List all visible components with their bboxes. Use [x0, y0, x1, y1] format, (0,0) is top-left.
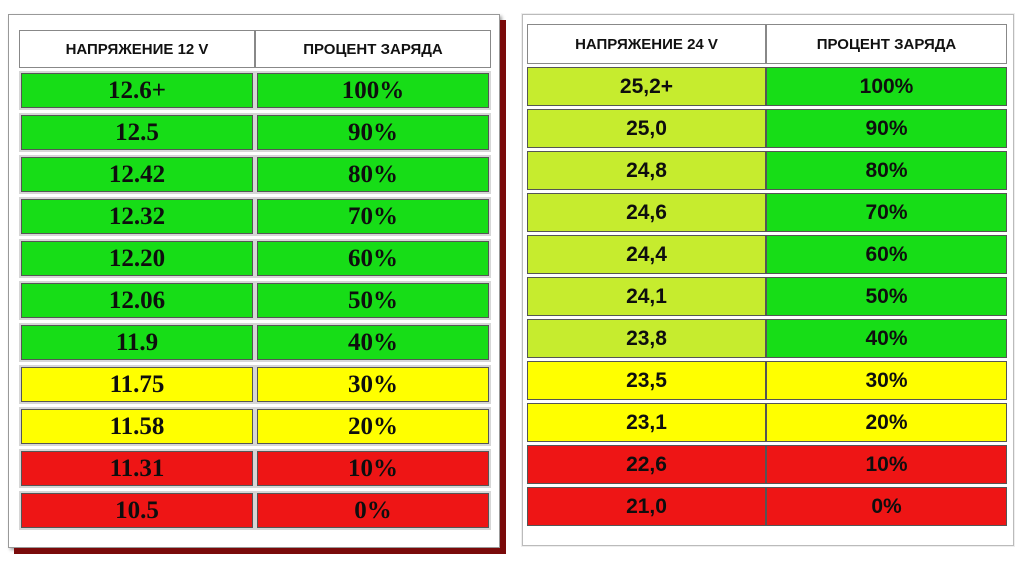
voltage-cell: 12.06 [19, 281, 255, 320]
voltage-cell: 11.75 [19, 365, 255, 404]
voltage-cell: 24,6 [527, 193, 766, 232]
table-row: 11.9 40% [19, 323, 491, 362]
percent-cell: 60% [766, 235, 1007, 274]
table-row: 22,6 10% [527, 445, 1007, 484]
table-12v: НАПРЯЖЕНИЕ 12 V ПРОЦЕНТ ЗАРЯДА 12.6+ 100%… [19, 27, 491, 533]
table-row: 24,8 80% [527, 151, 1007, 190]
table-row: 12.5 90% [19, 113, 491, 152]
table-row: 11.58 20% [19, 407, 491, 446]
percent-cell: 90% [766, 109, 1007, 148]
table-24v-body: 25,2+ 100% 25,0 90% 24,8 80% 24,6 70% 24,4 60% 24,… [527, 67, 1007, 526]
percent-cell: 20% [766, 403, 1007, 442]
column-header-voltage: НАПРЯЖЕНИЕ 12 V [19, 30, 255, 68]
table-12v-panel: НАПРЯЖЕНИЕ 12 V ПРОЦЕНТ ЗАРЯДА 12.6+ 100%… [8, 14, 500, 548]
percent-cell: 100% [255, 71, 491, 110]
percent-cell: 40% [255, 323, 491, 362]
voltage-cell: 24,8 [527, 151, 766, 190]
percent-cell: 20% [255, 407, 491, 446]
table-row: 24,4 60% [527, 235, 1007, 274]
percent-cell: 10% [766, 445, 1007, 484]
table-row: 10.5 0% [19, 491, 491, 530]
table-row: 23,5 30% [527, 361, 1007, 400]
percent-cell: 60% [255, 239, 491, 278]
voltage-cell: 12.20 [19, 239, 255, 278]
voltage-cell: 23,5 [527, 361, 766, 400]
percent-cell: 50% [255, 281, 491, 320]
voltage-cell: 12.42 [19, 155, 255, 194]
table-row: 25,2+ 100% [527, 67, 1007, 106]
table-row: 12.42 80% [19, 155, 491, 194]
voltage-cell: 25,0 [527, 109, 766, 148]
voltage-cell: 12.6+ [19, 71, 255, 110]
voltage-cell: 25,2+ [527, 67, 766, 106]
table-row: 12.20 60% [19, 239, 491, 278]
table-24v-panel: НАПРЯЖЕНИЕ 24 V ПРОЦЕНТ ЗАРЯДА 25,2+ 100%… [522, 14, 1014, 546]
table-row: 11.31 10% [19, 449, 491, 488]
percent-cell: 30% [766, 361, 1007, 400]
table-24v: НАПРЯЖЕНИЕ 24 V ПРОЦЕНТ ЗАРЯДА 25,2+ 100%… [527, 21, 1007, 529]
voltage-cell: 12.32 [19, 197, 255, 236]
voltage-cell: 24,1 [527, 277, 766, 316]
table-12v-body: 12.6+ 100% 12.5 90% 12.42 80% 12.32 70% 12.20 60%… [19, 71, 491, 530]
table-row: 12.06 50% [19, 281, 491, 320]
percent-cell: 70% [766, 193, 1007, 232]
voltage-cell: 10.5 [19, 491, 255, 530]
table-header-row: НАПРЯЖЕНИЕ 12 V ПРОЦЕНТ ЗАРЯДА [19, 30, 491, 68]
percent-cell: 40% [766, 319, 1007, 358]
percent-cell: 0% [255, 491, 491, 530]
percent-cell: 80% [766, 151, 1007, 190]
voltage-cell: 11.9 [19, 323, 255, 362]
voltage-cell: 12.5 [19, 113, 255, 152]
percent-cell: 10% [255, 449, 491, 488]
table-row: 12.32 70% [19, 197, 491, 236]
table-header-row: НАПРЯЖЕНИЕ 24 V ПРОЦЕНТ ЗАРЯДА [527, 24, 1007, 64]
percent-cell: 90% [255, 113, 491, 152]
voltage-cell: 23,8 [527, 319, 766, 358]
table-row: 24,6 70% [527, 193, 1007, 232]
table-row: 24,1 50% [527, 277, 1007, 316]
voltage-cell: 11.31 [19, 449, 255, 488]
voltage-cell: 24,4 [527, 235, 766, 274]
table-row: 11.75 30% [19, 365, 491, 404]
column-header-percent: ПРОЦЕНТ ЗАРЯДА [255, 30, 491, 68]
voltage-cell: 21,0 [527, 487, 766, 526]
percent-cell: 80% [255, 155, 491, 194]
table-row: 23,8 40% [527, 319, 1007, 358]
table-row: 23,1 20% [527, 403, 1007, 442]
voltage-cell: 22,6 [527, 445, 766, 484]
percent-cell: 0% [766, 487, 1007, 526]
percent-cell: 100% [766, 67, 1007, 106]
table-row: 12.6+ 100% [19, 71, 491, 110]
column-header-voltage: НАПРЯЖЕНИЕ 24 V [527, 24, 766, 64]
voltage-cell: 23,1 [527, 403, 766, 442]
column-header-percent: ПРОЦЕНТ ЗАРЯДА [766, 24, 1007, 64]
table-row: 25,0 90% [527, 109, 1007, 148]
percent-cell: 30% [255, 365, 491, 404]
percent-cell: 50% [766, 277, 1007, 316]
voltage-cell: 11.58 [19, 407, 255, 446]
table-row: 21,0 0% [527, 487, 1007, 526]
percent-cell: 70% [255, 197, 491, 236]
